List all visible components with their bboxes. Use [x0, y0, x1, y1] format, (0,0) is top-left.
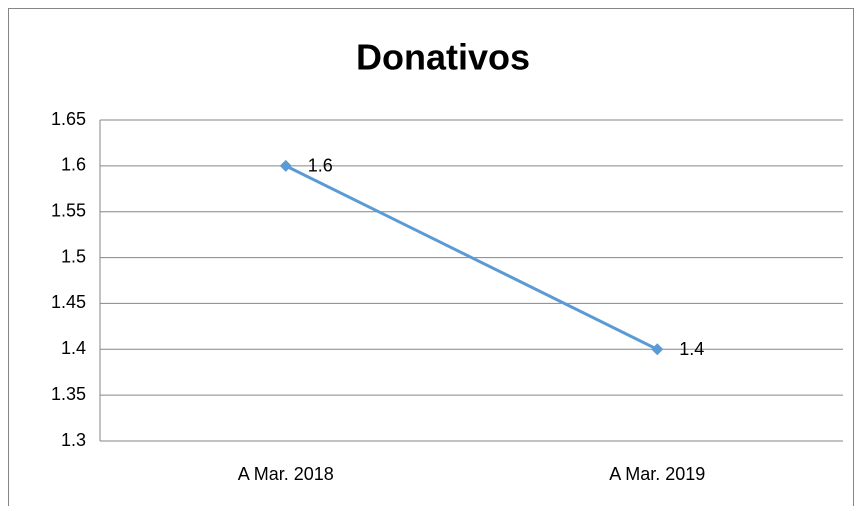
y-tick-label: 1.3: [61, 430, 86, 450]
chart-title: Donativos: [356, 37, 530, 78]
data-label: 1.4: [679, 339, 704, 359]
chart-frame: [8, 8, 854, 511]
y-tick-label: 1.35: [51, 384, 86, 404]
line: [285, 164, 658, 351]
x-tick-label: A Mar. 2019: [609, 464, 705, 484]
x-tick-label: A Mar. 2018: [238, 464, 334, 484]
y-tick-label: 1.6: [61, 155, 86, 175]
y-tick-label: 1.5: [61, 246, 86, 266]
marker: [279, 159, 292, 172]
y-tick-label: 1.4: [61, 338, 86, 358]
y-tick-label: 1.55: [51, 200, 86, 220]
y-tick-label: 1.65: [51, 109, 86, 129]
y-tick-label: 1.45: [51, 292, 86, 312]
data-label: 1.6: [308, 156, 333, 176]
marker: [651, 343, 664, 356]
